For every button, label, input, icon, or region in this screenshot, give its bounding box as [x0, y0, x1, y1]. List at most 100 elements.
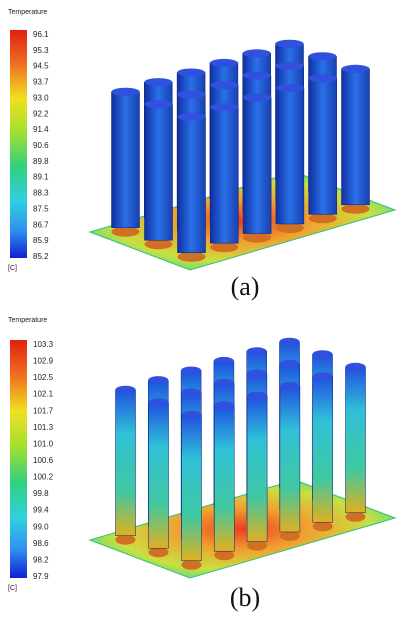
legend-tick: 96.1	[33, 30, 49, 39]
legend-tick: 101.0	[33, 439, 54, 448]
pillar-top	[312, 372, 333, 381]
pillar	[210, 106, 239, 244]
pillar-base	[243, 232, 272, 243]
legend-tick: 98.6	[33, 539, 49, 548]
caption: (a)	[231, 272, 260, 301]
pillar-base	[148, 547, 169, 558]
pillar-top	[181, 366, 202, 375]
pillar-base	[308, 213, 337, 224]
pillar-top	[177, 90, 206, 99]
legend-unit: [C]	[8, 265, 17, 272]
pillar-top	[213, 356, 234, 365]
legend-tick: 85.9	[33, 236, 49, 245]
legend-tick: 103.3	[33, 340, 54, 349]
pillar	[246, 395, 268, 542]
pillar-top	[247, 391, 268, 400]
pillar-base	[341, 203, 370, 214]
legend-tick: 99.4	[33, 506, 49, 515]
pillar-base	[275, 222, 304, 233]
pillar-top	[144, 78, 173, 87]
pillar-top	[275, 61, 304, 70]
pillar-top	[279, 381, 300, 390]
pillar	[341, 68, 370, 206]
colorbar	[10, 30, 27, 258]
pillar	[275, 87, 305, 225]
legend-tick: 93.0	[33, 93, 49, 102]
legend-tick: 87.5	[33, 204, 49, 213]
pillar-base	[144, 239, 173, 250]
pillar-top	[345, 362, 366, 371]
pillar-top	[181, 388, 202, 397]
pillar	[177, 116, 206, 254]
pillar-base	[115, 534, 136, 545]
legend-tick: 99.8	[33, 489, 49, 498]
legend-tick: 93.7	[33, 78, 49, 87]
legend-tick: 100.6	[33, 456, 54, 465]
pillar	[115, 389, 136, 536]
pillar-base	[177, 251, 206, 262]
pillar	[242, 97, 272, 234]
pillar-top	[242, 71, 271, 80]
pillar	[345, 366, 366, 514]
legend-tick: 101.3	[33, 423, 54, 432]
pillar-top	[177, 112, 206, 121]
pillar-top	[308, 74, 337, 83]
pillar-top	[210, 81, 239, 90]
legend-title: Temperature	[8, 9, 47, 16]
legend-tick: 86.7	[33, 220, 49, 229]
legend-tick: 85.2	[33, 252, 49, 261]
pillar-base	[111, 226, 140, 237]
pillar-top	[246, 347, 267, 356]
pillar-top	[148, 376, 169, 385]
legend-tick: 101.7	[33, 406, 54, 415]
pillar-base	[312, 521, 333, 532]
legend-tick: 100.2	[33, 473, 54, 482]
caption: (b)	[230, 583, 260, 612]
pillar	[144, 103, 173, 241]
legend-tick: 91.4	[33, 125, 49, 134]
legend-tick: 102.1	[33, 390, 54, 399]
pillar-top	[111, 87, 140, 96]
legend-tick: 89.1	[33, 173, 49, 182]
legend-tick: 102.9	[33, 357, 54, 366]
legend-tick: 99.0	[33, 522, 49, 531]
pillar-top	[148, 398, 169, 407]
legend-tick: 97.9	[33, 572, 49, 581]
legend-tick: 89.8	[33, 157, 49, 166]
pillar-top	[246, 369, 267, 378]
pillar	[111, 91, 140, 228]
pillar-top	[144, 100, 173, 109]
pillar-top	[308, 52, 337, 61]
legend-tick: 88.3	[33, 189, 49, 198]
legend-tick: 98.2	[33, 555, 49, 564]
pillar-top	[242, 49, 271, 58]
legend-tick: 90.6	[33, 141, 49, 150]
pillar-top	[243, 93, 272, 102]
pillar-base	[247, 540, 268, 551]
pillar-top	[341, 64, 370, 73]
pillar-top	[279, 337, 300, 346]
legend-tick: 92.2	[33, 109, 49, 118]
pillar	[308, 78, 337, 215]
pillar	[214, 404, 235, 552]
pillar-top	[214, 379, 235, 388]
pillar-top	[209, 58, 238, 67]
pillar-base	[214, 550, 235, 561]
pillar-top	[279, 359, 300, 368]
pillar-top	[210, 103, 239, 112]
pillar-top	[181, 410, 202, 419]
pillar-top	[177, 68, 206, 77]
legend-tick: 102.5	[33, 373, 54, 382]
legend-tick: 95.3	[33, 46, 49, 55]
colorbar	[10, 340, 27, 578]
legend-tick: 94.5	[33, 62, 49, 71]
pillar-base	[210, 242, 239, 253]
pillar-base	[345, 511, 366, 522]
pillar-top	[275, 83, 304, 92]
pillar-top	[115, 385, 136, 394]
pillar	[312, 376, 333, 523]
pillar-top	[214, 401, 235, 410]
pillar	[181, 414, 202, 562]
